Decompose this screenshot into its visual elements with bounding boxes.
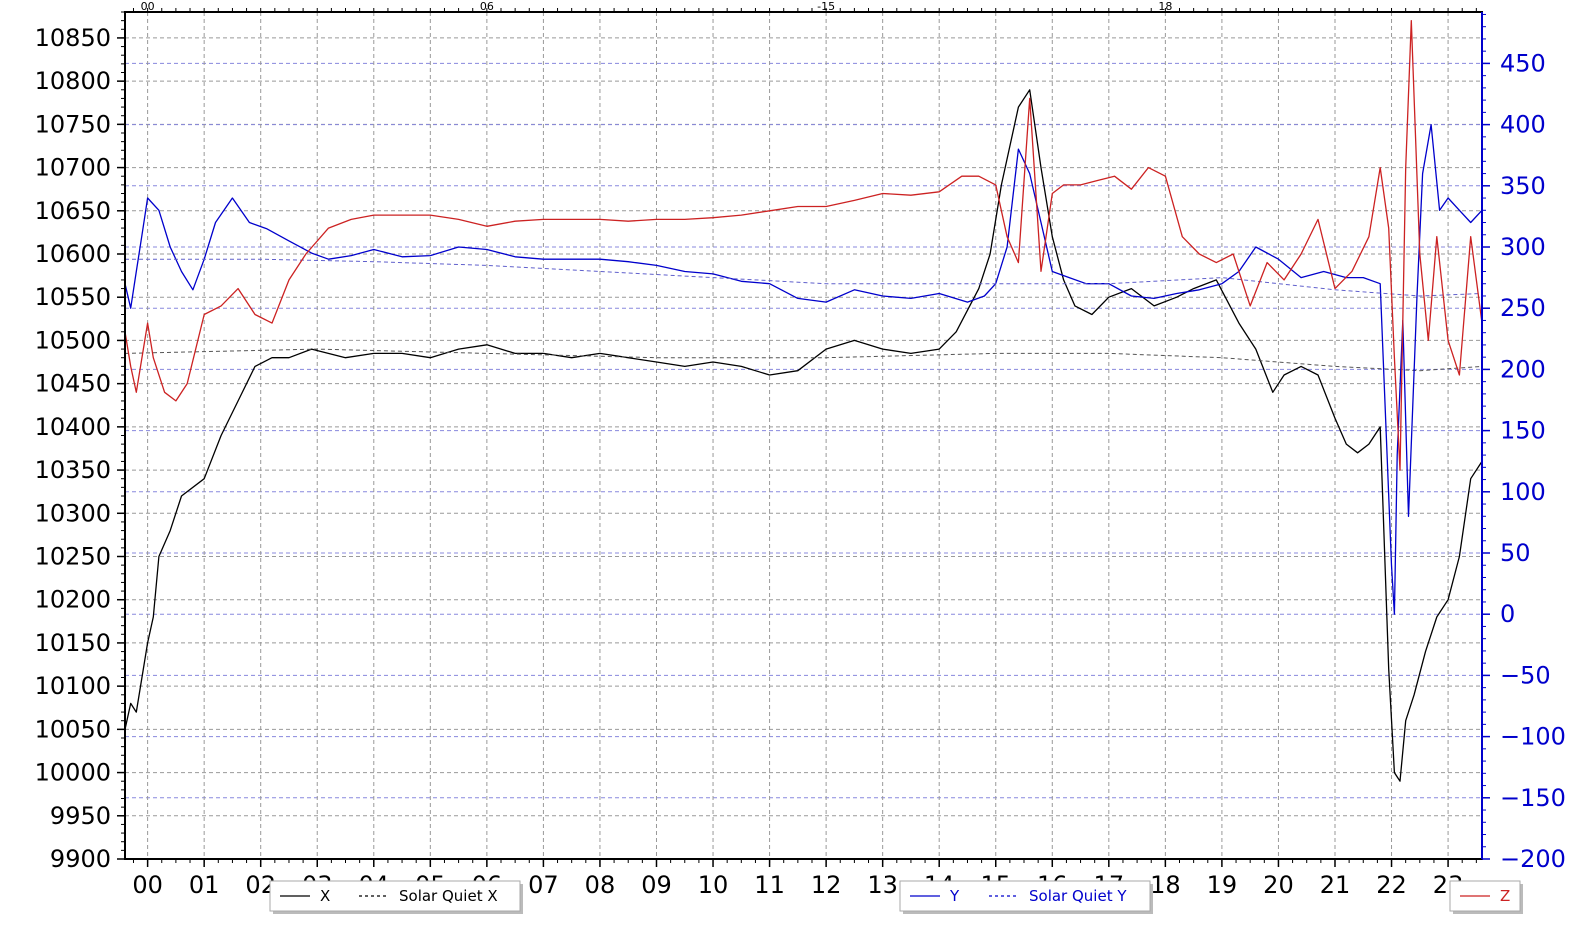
right-tick-label-7: 150: [1500, 417, 1546, 445]
right-tick-label-8: 200: [1500, 355, 1546, 383]
x-tick-label-9: 09: [641, 871, 672, 899]
right-tick-label-9: 250: [1500, 294, 1546, 322]
x-tick-label-11: 11: [754, 871, 785, 899]
left-tick-label-11: 10450: [35, 370, 111, 398]
legend-layer: X Solar Quiet X Y Solar Quiet Y Z: [269, 880, 1523, 914]
top-tick-label-1: 06: [480, 0, 494, 13]
legend-label-1-1: Solar Quiet Y: [1029, 887, 1127, 905]
left-tick-label-8: 10300: [35, 499, 111, 527]
x-tick-label-18: 18: [1150, 871, 1181, 899]
left-tick-label-10: 10400: [35, 413, 111, 441]
left-tick-label-1: 9950: [50, 802, 111, 830]
series-line-z: [124, 19, 1483, 471]
series-line-y: [124, 123, 1483, 615]
top-axis: 00 06 -15 18: [132, 0, 1477, 13]
right-tick-label-11: 350: [1500, 172, 1546, 200]
left-tick-label-19: 10850: [35, 24, 111, 52]
x-tick-label-7: 07: [528, 871, 559, 899]
left-tick-label-6: 10200: [35, 586, 111, 614]
right-tick-label-2: −100: [1500, 723, 1566, 751]
left-tick-label-12: 10500: [35, 326, 111, 354]
x-tick-label-13: 13: [867, 871, 898, 899]
right-tick-label-10: 300: [1500, 233, 1546, 261]
legend-label-1-0: Y: [949, 887, 960, 905]
left-tick-label-7: 10250: [35, 543, 111, 571]
right-tick-label-0: −200: [1500, 845, 1566, 873]
right-axis: −200 −150 −100 −50 0 50 100 150 200 250 300 350 400 4…: [1481, 12, 1566, 873]
x-tick-label-1: 01: [189, 871, 220, 899]
left-tick-label-9: 10350: [35, 456, 111, 484]
left-tick-label-2: 10000: [35, 759, 111, 787]
right-tick-label-4: 0: [1500, 600, 1515, 628]
legend-label-2-0: Z: [1500, 887, 1510, 905]
right-tick-label-5: 50: [1500, 539, 1531, 567]
x-tick-label-0: 00: [132, 871, 163, 899]
x-tick-label-19: 19: [1207, 871, 1238, 899]
x-tick-label-12: 12: [811, 871, 842, 899]
left-tick-label-5: 10150: [35, 629, 111, 657]
left-tick-label-16: 10700: [35, 154, 111, 182]
series-line-solar-quiet-x: [124, 348, 1483, 372]
left-tick-label-0: 9900: [50, 845, 111, 873]
series-layer: [124, 19, 1483, 782]
right-tick-label-13: 450: [1500, 49, 1546, 77]
top-tick-label-0: 00: [141, 0, 155, 13]
right-tick-label-3: −50: [1500, 661, 1551, 689]
legend-label-0-0: X: [320, 887, 330, 905]
legend-label-0-1: Solar Quiet X: [399, 887, 498, 905]
left-tick-label-4: 10100: [35, 672, 111, 700]
left-tick-label-14: 10600: [35, 240, 111, 268]
x-tick-label-8: 08: [585, 871, 616, 899]
left-tick-label-13: 10550: [35, 283, 111, 311]
left-tick-label-15: 10650: [35, 197, 111, 225]
top-tick-label-2: -15: [817, 0, 835, 13]
left-axis: 9900 9950 10000 10050 10100 10150 10200 10250 10…: [35, 11, 125, 873]
top-tick-label-3: 18: [1158, 0, 1172, 13]
right-tick-label-12: 400: [1500, 111, 1546, 139]
series-line-x: [124, 89, 1483, 782]
vertical-gridlines: [147, 12, 1449, 859]
legend-box-1: [899, 880, 1151, 912]
x-tick-label-10: 10: [698, 871, 729, 899]
right-tick-label-6: 100: [1500, 478, 1546, 506]
left-tick-label-17: 10750: [35, 110, 111, 138]
left-tick-label-3: 10050: [35, 715, 111, 743]
x-tick-label-20: 20: [1263, 871, 1294, 899]
left-tick-label-18: 10800: [35, 67, 111, 95]
x-tick-label-22: 22: [1376, 871, 1407, 899]
series-line-solar-quiet-y: [125, 258, 1483, 297]
legend-box-0: [269, 880, 521, 912]
right-tick-label-1: −150: [1500, 784, 1566, 812]
x-tick-label-21: 21: [1320, 871, 1351, 899]
